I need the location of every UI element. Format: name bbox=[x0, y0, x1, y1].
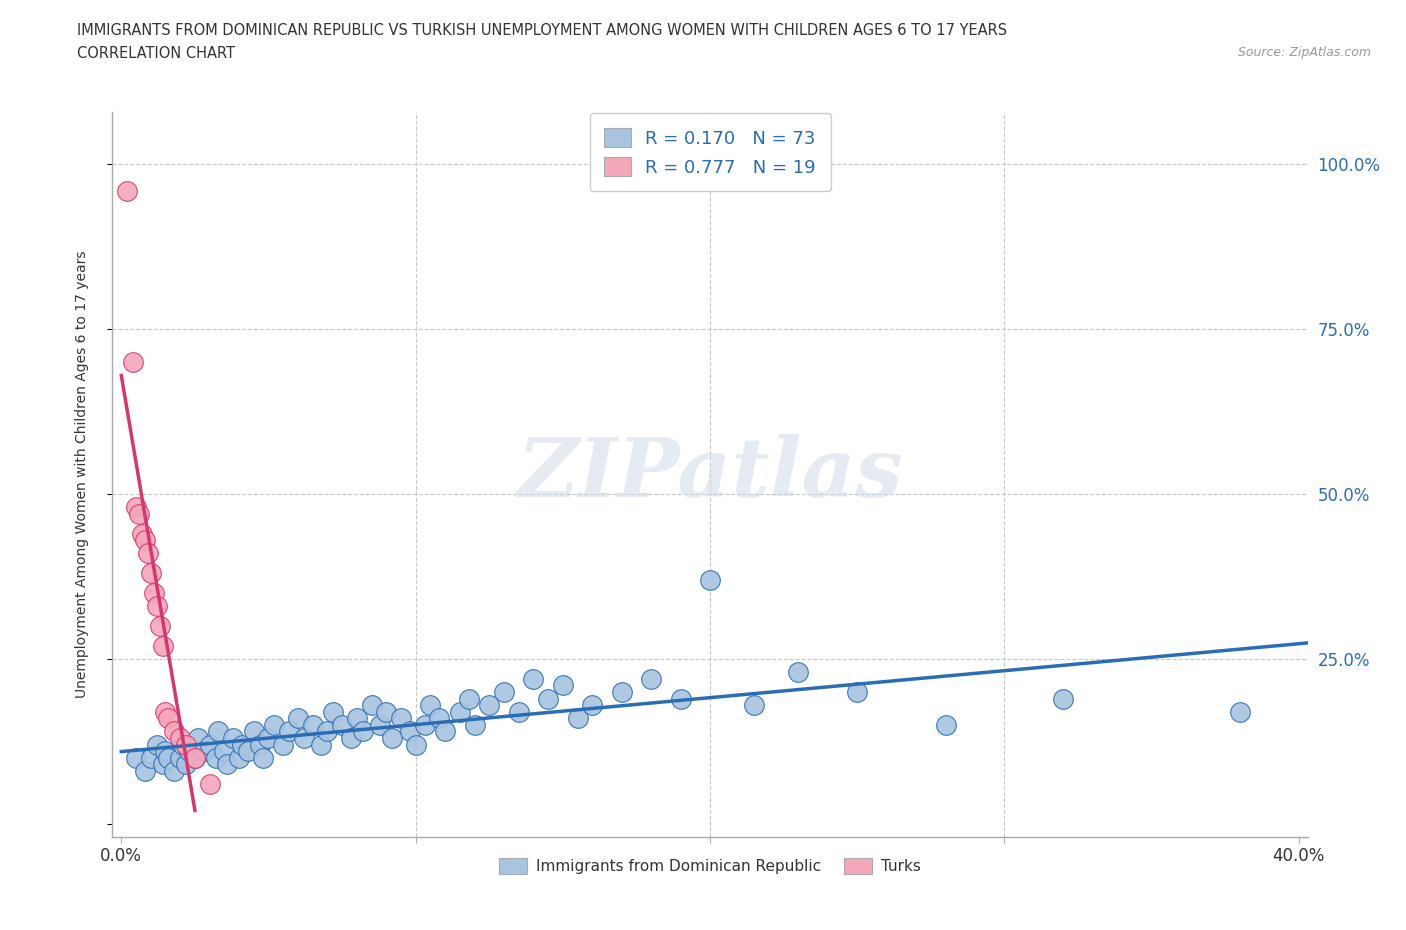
Point bbox=[551, 678, 574, 693]
Point bbox=[115, 183, 138, 198]
Point bbox=[1229, 704, 1251, 719]
Text: IMMIGRANTS FROM DOMINICAN REPUBLIC VS TURKISH UNEMPLOYMENT AMONG WOMEN WITH CHIL: IMMIGRANTS FROM DOMINICAN REPUBLIC VS TU… bbox=[77, 23, 1008, 38]
Point bbox=[157, 751, 180, 765]
Point bbox=[184, 751, 207, 765]
Point bbox=[169, 731, 191, 746]
Point bbox=[640, 671, 662, 686]
Point bbox=[360, 698, 382, 712]
Point bbox=[184, 751, 207, 765]
Point bbox=[134, 764, 156, 778]
Point bbox=[236, 744, 259, 759]
Point bbox=[204, 751, 226, 765]
Point bbox=[787, 665, 810, 680]
Point bbox=[169, 751, 191, 765]
Point bbox=[567, 711, 589, 725]
Point bbox=[434, 724, 457, 739]
Point bbox=[125, 751, 148, 765]
Point bbox=[449, 704, 471, 719]
Point bbox=[157, 711, 180, 725]
Point bbox=[419, 698, 441, 712]
Point bbox=[464, 717, 486, 732]
Point bbox=[177, 744, 200, 759]
Point bbox=[389, 711, 412, 725]
Point bbox=[322, 704, 344, 719]
Point bbox=[139, 565, 162, 580]
Point bbox=[152, 757, 174, 772]
Point bbox=[172, 737, 194, 752]
Point bbox=[292, 731, 315, 746]
Point bbox=[152, 638, 174, 653]
Point bbox=[311, 737, 333, 752]
Point bbox=[228, 751, 250, 765]
Point bbox=[340, 731, 363, 746]
Point bbox=[522, 671, 544, 686]
Point bbox=[846, 684, 869, 699]
Point bbox=[163, 764, 186, 778]
Legend: Immigrants from Dominican Republic, Turks: Immigrants from Dominican Republic, Turk… bbox=[494, 852, 927, 880]
Point bbox=[278, 724, 301, 739]
Point bbox=[301, 717, 323, 732]
Point bbox=[174, 757, 197, 772]
Point bbox=[271, 737, 294, 752]
Point bbox=[139, 751, 162, 765]
Point bbox=[122, 354, 145, 369]
Point bbox=[537, 691, 560, 706]
Point bbox=[145, 737, 167, 752]
Point bbox=[413, 717, 436, 732]
Point bbox=[492, 684, 515, 699]
Point bbox=[381, 731, 404, 746]
Point bbox=[457, 691, 479, 706]
Point bbox=[699, 572, 721, 587]
Point bbox=[581, 698, 603, 712]
Text: CORRELATION CHART: CORRELATION CHART bbox=[77, 46, 235, 60]
Point bbox=[187, 731, 209, 746]
Point bbox=[508, 704, 530, 719]
Point bbox=[610, 684, 633, 699]
Point bbox=[252, 751, 274, 765]
Point bbox=[148, 618, 170, 633]
Point bbox=[155, 704, 177, 719]
Point bbox=[346, 711, 368, 725]
Point bbox=[934, 717, 956, 732]
Y-axis label: Unemployment Among Women with Children Ages 6 to 17 years: Unemployment Among Women with Children A… bbox=[75, 250, 89, 698]
Point bbox=[207, 724, 229, 739]
Point bbox=[669, 691, 692, 706]
Point bbox=[145, 599, 167, 614]
Point bbox=[231, 737, 253, 752]
Point bbox=[217, 757, 239, 772]
Point bbox=[174, 737, 197, 752]
Point bbox=[134, 533, 156, 548]
Point bbox=[163, 724, 186, 739]
Point bbox=[131, 526, 153, 541]
Point bbox=[198, 737, 221, 752]
Point bbox=[136, 546, 159, 561]
Point bbox=[242, 724, 264, 739]
Point bbox=[222, 731, 245, 746]
Point bbox=[198, 777, 221, 791]
Text: Source: ZipAtlas.com: Source: ZipAtlas.com bbox=[1237, 46, 1371, 59]
Point bbox=[370, 717, 392, 732]
Point bbox=[155, 744, 177, 759]
Point bbox=[405, 737, 427, 752]
Point bbox=[398, 724, 420, 739]
Point bbox=[142, 586, 165, 601]
Point bbox=[1052, 691, 1074, 706]
Point bbox=[352, 724, 374, 739]
Point bbox=[478, 698, 501, 712]
Point bbox=[316, 724, 339, 739]
Point bbox=[263, 717, 285, 732]
Point bbox=[125, 499, 148, 514]
Point bbox=[375, 704, 398, 719]
Point bbox=[214, 744, 236, 759]
Point bbox=[427, 711, 450, 725]
Point bbox=[742, 698, 765, 712]
Point bbox=[330, 717, 353, 732]
Point bbox=[287, 711, 309, 725]
Text: ZIPatlas: ZIPatlas bbox=[517, 434, 903, 514]
Point bbox=[128, 507, 150, 522]
Point bbox=[193, 744, 215, 759]
Point bbox=[249, 737, 271, 752]
Point bbox=[257, 731, 280, 746]
